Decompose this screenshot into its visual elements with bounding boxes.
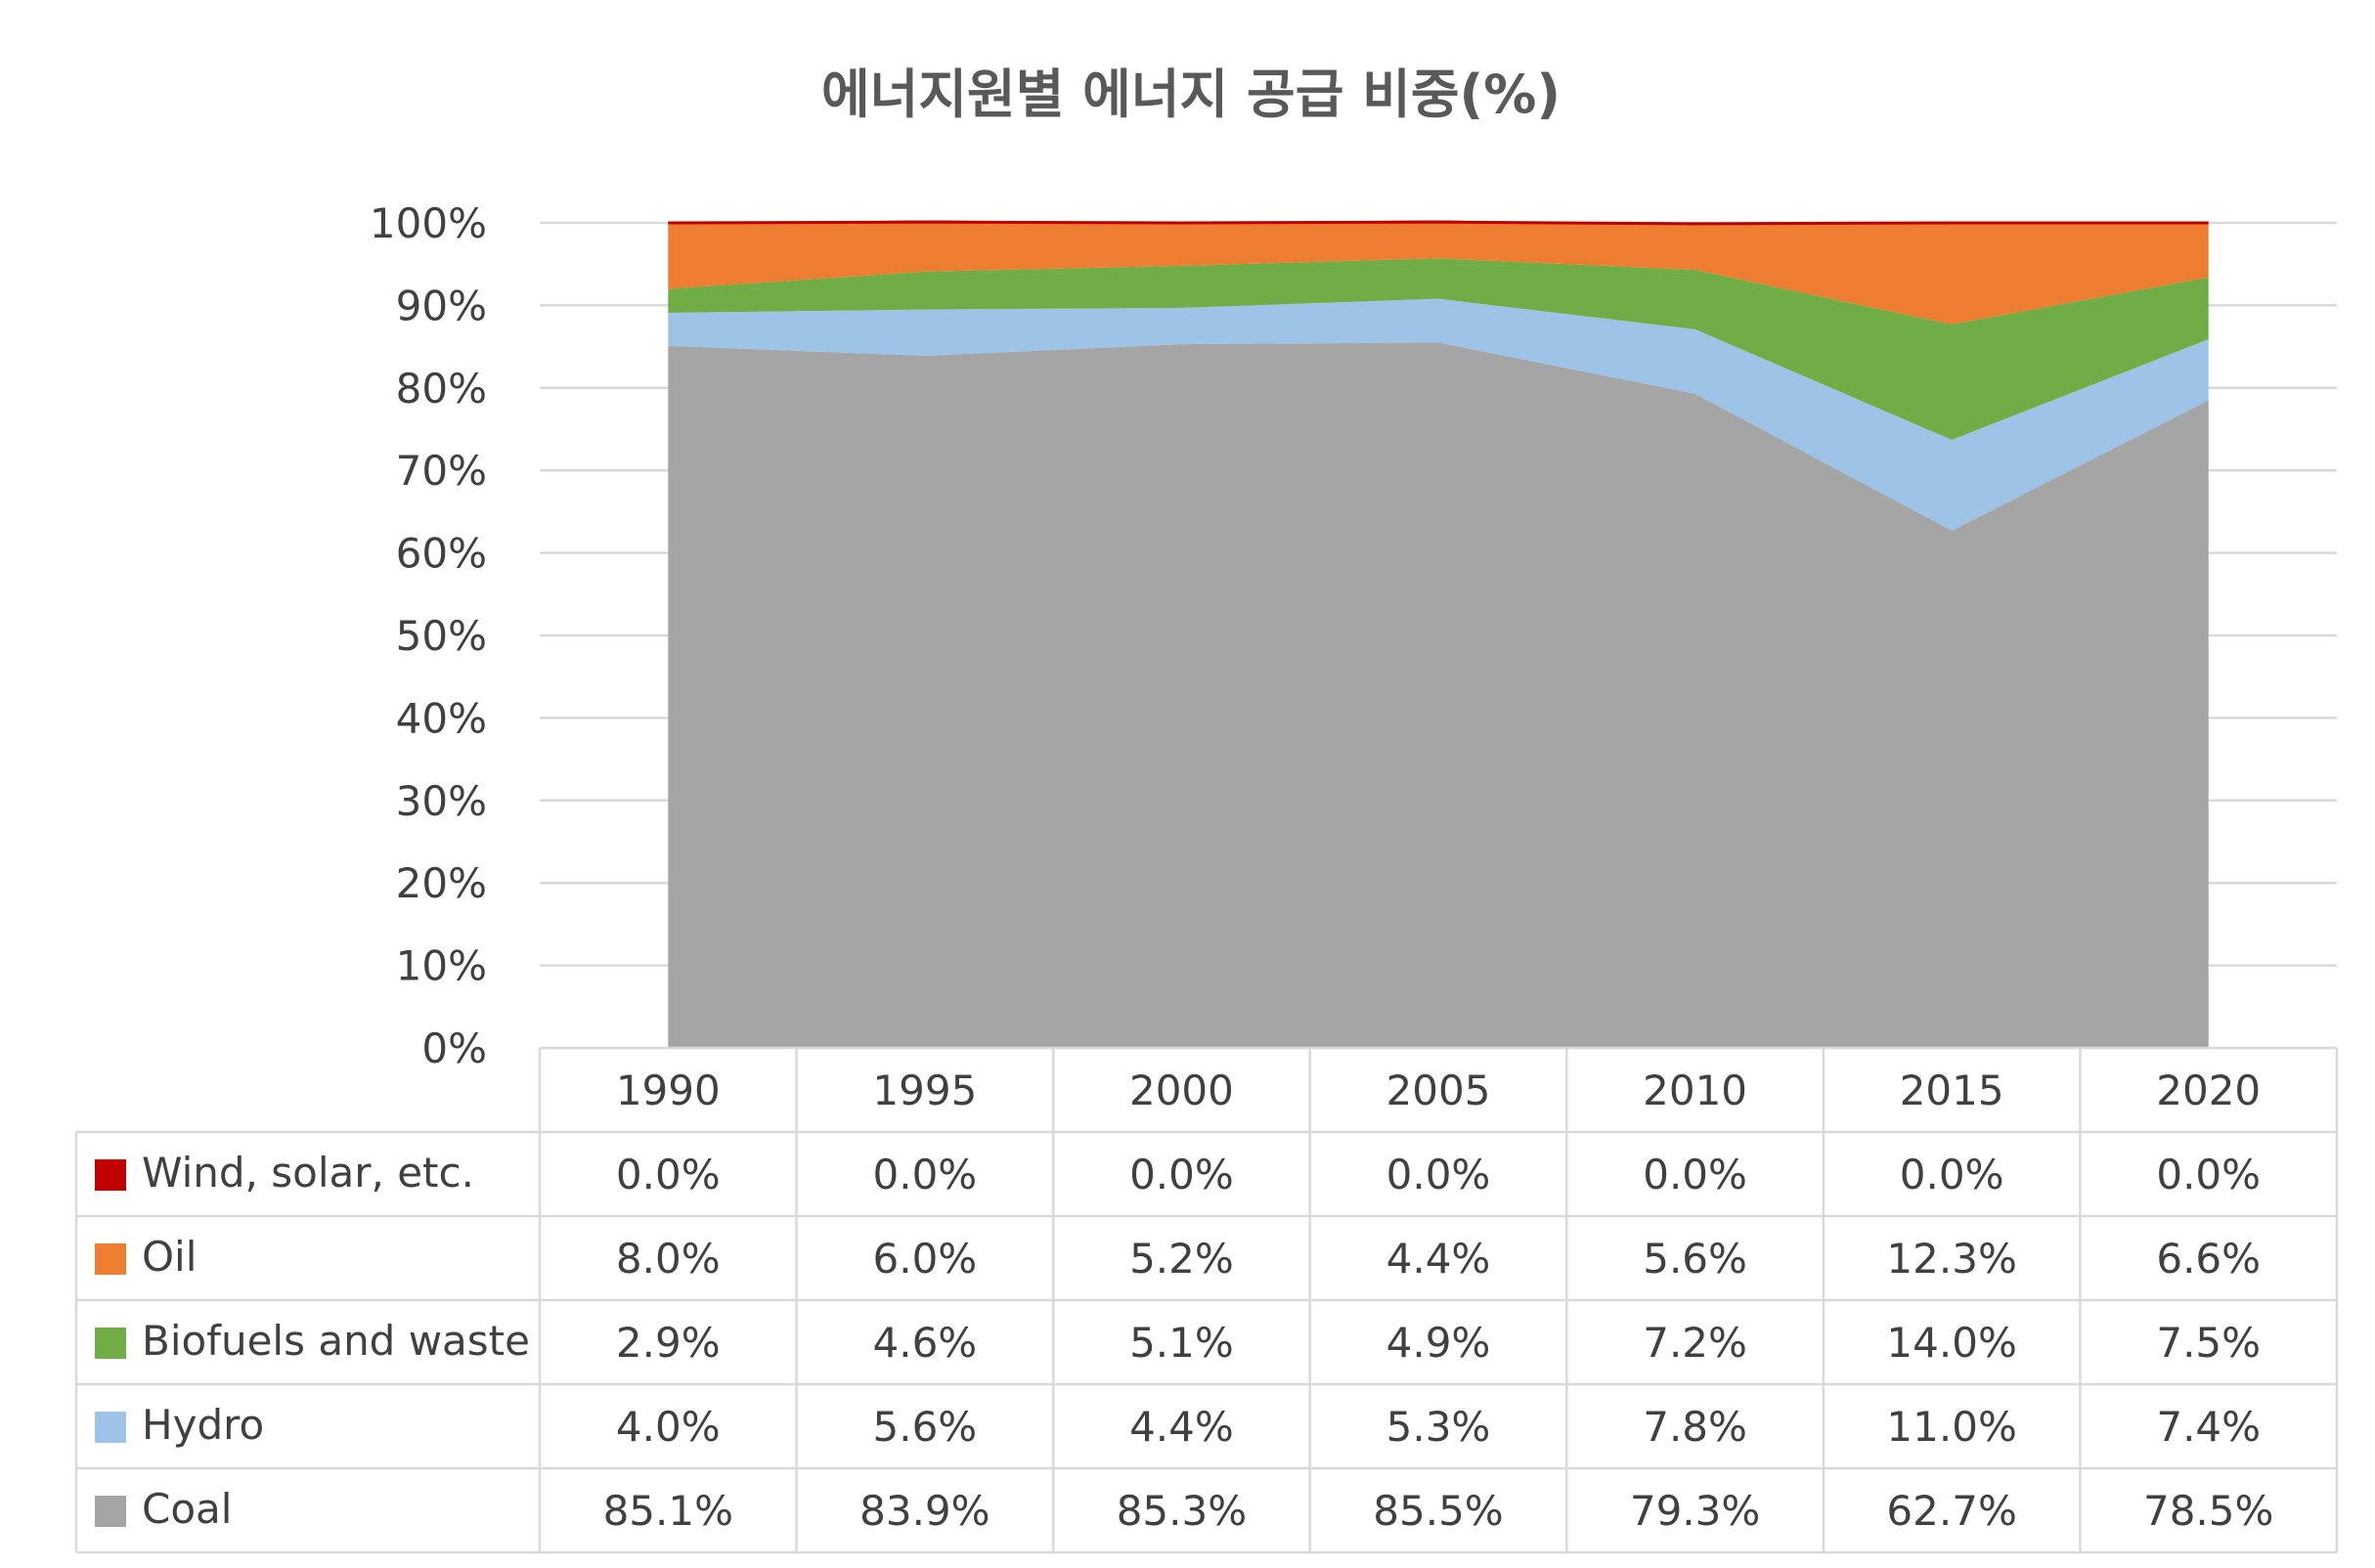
table-cell: 5.6%: [1643, 1235, 1747, 1283]
table-cell: 2.9%: [616, 1319, 721, 1367]
chart-title: 에너지원별 에너지 공급 비중(%): [821, 64, 1561, 125]
y-tick-label: 30%: [396, 777, 487, 825]
legend-swatch: [95, 1243, 126, 1275]
table-cell: 85.5%: [1373, 1487, 1503, 1535]
table-cell: 7.5%: [2156, 1319, 2261, 1367]
table-cell: 0.0%: [2156, 1151, 2261, 1198]
y-tick-label: 40%: [396, 694, 487, 742]
y-tick-label: 60%: [396, 530, 487, 578]
table-cell: 5.1%: [1129, 1319, 1234, 1367]
legend-swatch: [95, 1496, 126, 1527]
y-tick-label: 10%: [396, 942, 487, 990]
table-cell: 5.3%: [1386, 1403, 1491, 1451]
table-cell: 0.0%: [1643, 1151, 1747, 1198]
table-cell: 7.8%: [1643, 1403, 1747, 1451]
y-tick-label: 70%: [396, 447, 487, 495]
y-tick-label: 0%: [421, 1024, 487, 1072]
legend-label: Coal: [142, 1485, 232, 1533]
table-cell: 7.2%: [1643, 1319, 1747, 1367]
table-cell: 0.0%: [1129, 1151, 1234, 1198]
table-cell: 0.0%: [1386, 1151, 1491, 1198]
legend-swatch: [95, 1159, 126, 1191]
y-tick-label: 50%: [396, 612, 487, 660]
table-cell: 14.0%: [1886, 1319, 2016, 1367]
x-tick-label: 1995: [872, 1067, 977, 1114]
table-cell: 6.6%: [2156, 1235, 2261, 1283]
y-tick-label: 20%: [396, 859, 487, 907]
y-axis: 0% 10% 20% 30% 40% 50% 60% 70% 80% 90% 100%: [370, 199, 487, 1072]
legend-label: Wind, solar, etc.: [142, 1149, 474, 1197]
y-tick-label: 80%: [396, 365, 487, 413]
table-cell: 78.5%: [2143, 1487, 2273, 1535]
legend-label: Hydro: [142, 1401, 264, 1449]
area-hydro: [668, 298, 2209, 531]
x-tick-label: 2010: [1643, 1067, 1747, 1114]
table-cell: 5.6%: [873, 1403, 978, 1451]
table-cell: 12.3%: [1886, 1235, 2016, 1283]
x-tick-label: 2020: [2156, 1067, 2261, 1114]
legend-label: Biofuels and waste: [142, 1317, 530, 1365]
table-cell: 4.4%: [1386, 1235, 1491, 1283]
table-cell: 4.9%: [1386, 1319, 1491, 1367]
table-cell: 4.0%: [616, 1403, 721, 1451]
x-tick-label: 2000: [1129, 1067, 1234, 1114]
legend-label: Oil: [142, 1233, 197, 1281]
area-coal: [668, 342, 2209, 1048]
area-oil: [668, 222, 2209, 325]
y-tick-label: 90%: [396, 282, 487, 329]
table-cell: 4.4%: [1129, 1403, 1234, 1451]
table-cell: 0.0%: [616, 1151, 721, 1198]
table-cell: 79.3%: [1630, 1487, 1760, 1535]
table-cell: 0.0%: [1900, 1151, 2004, 1198]
table-cell: 85.1%: [603, 1487, 733, 1535]
table-cell: 0.0%: [873, 1151, 978, 1198]
x-tick-label: 2005: [1386, 1067, 1491, 1114]
area-series: [668, 220, 2209, 1048]
table-cell: 85.3%: [1117, 1487, 1247, 1535]
table-cell: 62.7%: [1886, 1487, 2016, 1535]
table-cell: 11.0%: [1886, 1403, 2016, 1451]
table-cell: 7.4%: [2156, 1403, 2261, 1451]
x-tick-label: 2015: [1900, 1067, 2004, 1114]
table-cell: 8.0%: [616, 1235, 721, 1283]
table-cell: 83.9%: [859, 1487, 990, 1535]
data-table: 1990 1995 2000 2005 2010 2015 2020 Wind, solar,…: [74, 1046, 2339, 1554]
table-cell: 5.2%: [1129, 1235, 1234, 1283]
area-wind-solar-etc: [668, 220, 2209, 226]
x-tick-label: 1990: [616, 1067, 721, 1114]
y-tick-label: 100%: [370, 199, 487, 247]
area-biofuels-and-waste: [668, 258, 2209, 440]
table-cell: 4.6%: [873, 1319, 978, 1367]
legend-swatch: [95, 1412, 126, 1443]
legend-swatch: [95, 1328, 126, 1359]
table-cell: 6.0%: [873, 1235, 978, 1283]
